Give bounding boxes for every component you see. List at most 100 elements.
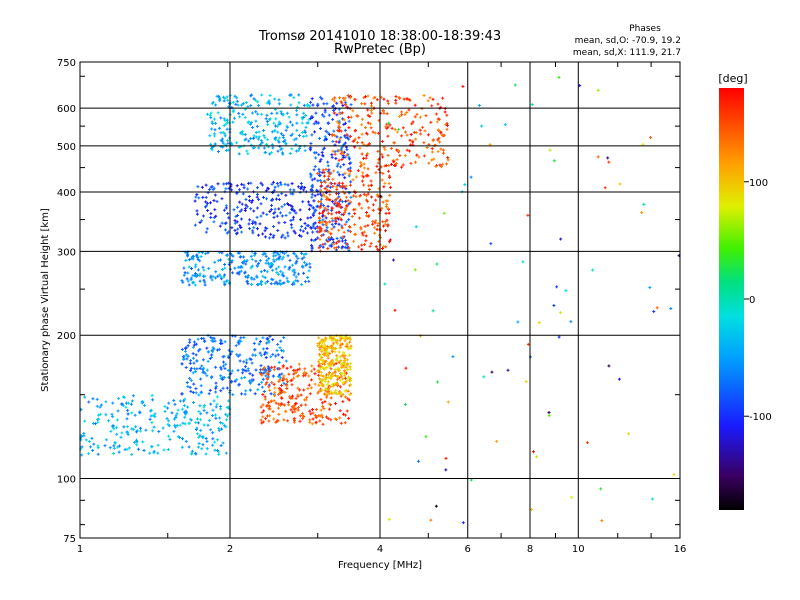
data-point — [311, 417, 315, 421]
data-point — [323, 108, 327, 112]
data-point — [343, 245, 347, 249]
data-point — [309, 116, 313, 120]
data-point — [366, 223, 370, 227]
data-point — [222, 376, 226, 380]
data-point — [234, 102, 238, 106]
data-point — [329, 363, 333, 367]
data-point — [277, 221, 281, 225]
data-point — [167, 434, 171, 438]
data-point — [384, 245, 388, 249]
data-point — [202, 268, 206, 272]
data-point — [83, 395, 87, 399]
data-point — [201, 358, 205, 362]
data-point — [112, 452, 116, 456]
data-point — [350, 215, 354, 219]
data-point — [201, 214, 205, 218]
data-point — [463, 183, 467, 187]
data-point — [344, 207, 348, 211]
data-point — [426, 133, 430, 137]
data-point — [281, 233, 285, 237]
data-point — [323, 135, 327, 139]
data-point — [426, 99, 430, 103]
data-point — [316, 204, 320, 208]
data-point — [226, 148, 230, 152]
data-point — [250, 111, 254, 115]
data-point — [212, 399, 216, 403]
data-point — [316, 344, 320, 348]
data-point — [334, 402, 338, 406]
data-point — [153, 412, 157, 416]
data-point — [388, 238, 392, 242]
data-point — [218, 273, 222, 277]
data-point — [210, 184, 214, 188]
data-point — [418, 115, 422, 119]
data-point — [331, 149, 335, 153]
data-point — [287, 280, 291, 284]
data-point — [310, 408, 314, 412]
data-point — [194, 342, 198, 346]
data-point — [397, 149, 401, 153]
data-point — [333, 374, 337, 378]
data-point — [272, 188, 276, 192]
data-point — [411, 140, 415, 144]
data-point — [247, 120, 251, 124]
data-point — [173, 402, 177, 406]
data-point — [298, 388, 302, 392]
data-point — [339, 374, 343, 378]
data-point — [89, 445, 93, 449]
data-point — [188, 338, 192, 342]
data-point — [337, 124, 341, 128]
data-point — [243, 271, 247, 275]
data-point — [307, 383, 311, 387]
data-point — [288, 120, 292, 124]
data-point — [266, 403, 270, 407]
data-point — [363, 102, 367, 106]
data-point — [209, 111, 213, 115]
data-point — [299, 403, 303, 407]
data-point — [370, 111, 374, 115]
data-point — [422, 154, 426, 158]
data-point — [261, 420, 265, 424]
data-point — [211, 275, 215, 279]
data-point — [340, 239, 344, 243]
data-point — [234, 214, 238, 218]
data-point — [383, 148, 387, 152]
data-point — [237, 383, 241, 387]
data-point — [130, 399, 134, 403]
data-point — [294, 397, 298, 401]
data-point — [290, 383, 294, 387]
data-point — [348, 134, 352, 138]
data-point — [340, 157, 344, 161]
data-point — [324, 337, 328, 341]
data-point — [280, 402, 284, 406]
data-point — [182, 354, 186, 358]
data-point — [265, 270, 269, 274]
data-point — [384, 211, 388, 215]
data-point — [220, 197, 224, 201]
data-point — [322, 342, 326, 346]
data-point — [256, 192, 260, 196]
data-point — [209, 428, 213, 432]
data-point — [182, 266, 186, 270]
data-point — [309, 141, 313, 145]
data-point — [339, 148, 343, 152]
data-point — [398, 96, 402, 100]
data-point — [385, 112, 389, 116]
data-point — [222, 182, 226, 186]
data-point — [362, 96, 366, 100]
data-point — [321, 153, 325, 157]
data-point — [218, 99, 222, 103]
data-point — [124, 405, 128, 409]
data-point — [335, 113, 339, 117]
data-point — [353, 137, 357, 141]
data-point — [200, 219, 204, 223]
data-point — [127, 446, 131, 450]
data-point — [292, 404, 296, 408]
data-point — [150, 393, 154, 397]
data-point — [268, 404, 272, 408]
data-point — [277, 98, 281, 102]
data-point — [262, 366, 266, 370]
data-point — [293, 209, 297, 213]
data-point — [196, 257, 200, 261]
data-point — [272, 394, 276, 398]
